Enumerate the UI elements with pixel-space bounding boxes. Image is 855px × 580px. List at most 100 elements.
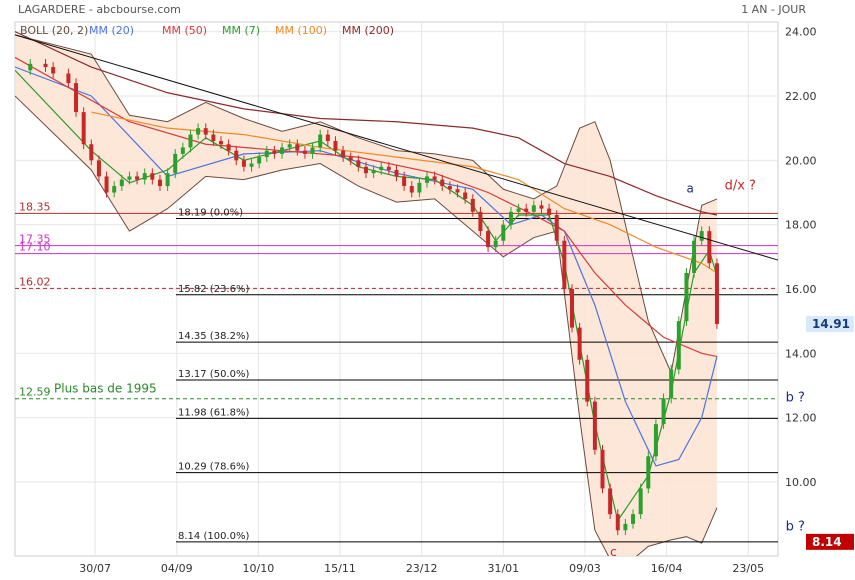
- y-tick-label: 24.00: [785, 26, 817, 39]
- annotation: a: [686, 181, 693, 195]
- y-tick-label: 14.00: [785, 347, 817, 360]
- candle: [272, 150, 277, 154]
- legend-item: MM (50): [162, 24, 207, 37]
- level-label: 12.59: [19, 386, 51, 399]
- candle: [562, 240, 567, 289]
- candle: [447, 186, 452, 190]
- candle: [165, 173, 170, 187]
- candle: [325, 134, 330, 142]
- candle: [631, 514, 636, 524]
- chart-period: 1 AN - JOUR: [741, 3, 806, 16]
- candle: [432, 176, 437, 180]
- x-tick-label: 04/09: [161, 562, 193, 575]
- series-line: [91, 111, 718, 274]
- candle: [264, 150, 269, 158]
- candle: [150, 173, 155, 180]
- candle: [653, 424, 658, 457]
- candle: [669, 369, 674, 399]
- fibonacci-levels: 18.19 (0.0%) 15.82 (23.6%) 14.35 (38.2%) 13…: [176, 208, 778, 543]
- candle: [119, 179, 124, 187]
- candle: [226, 144, 231, 151]
- y-tick-label: 18.00: [785, 219, 817, 232]
- level-label: 17.35: [19, 233, 51, 246]
- candle: [516, 208, 521, 212]
- candle: [623, 523, 628, 531]
- candle: [539, 205, 544, 209]
- candle: [257, 157, 262, 164]
- candle: [371, 169, 376, 174]
- level-label: 18.35: [19, 200, 51, 213]
- candle: [600, 449, 605, 489]
- legend-item: MM (7): [222, 24, 260, 37]
- x-tick-label: 30/07: [79, 562, 111, 575]
- candle: [356, 160, 361, 167]
- candle: [89, 144, 94, 161]
- candle: [127, 176, 132, 180]
- y-axis: 24.00 22.00 20.00 18.00 16.00 14.00 12.00 10.00: [785, 26, 817, 489]
- candle: [646, 456, 651, 489]
- candle: [585, 359, 590, 402]
- candle: [74, 83, 79, 113]
- candle: [363, 166, 368, 174]
- legend-item: MM (20): [89, 24, 134, 37]
- candle: [608, 488, 613, 515]
- candle: [417, 182, 422, 193]
- candle: [188, 134, 193, 148]
- candle: [676, 321, 681, 370]
- candle: [104, 176, 109, 193]
- candle: [493, 240, 498, 248]
- candle: [43, 63, 48, 68]
- candle: [157, 179, 162, 187]
- candle: [684, 272, 689, 322]
- candle: [661, 398, 666, 425]
- y-tick-label: 22.00: [785, 90, 817, 103]
- candle: [531, 205, 536, 212]
- candle: [699, 231, 704, 241]
- price-badge: [806, 533, 854, 550]
- candle: [409, 186, 414, 193]
- candle: [280, 147, 285, 154]
- moving-averages: [15, 31, 718, 523]
- y-tick-label: 16.00: [785, 283, 817, 296]
- candle: [142, 173, 147, 180]
- level-label: 16.02: [19, 275, 51, 288]
- price-badge-label: 8.14: [812, 535, 842, 549]
- candle: [66, 73, 71, 84]
- candle: [341, 150, 346, 158]
- trend-line: [14, 34, 779, 261]
- candle: [211, 134, 216, 142]
- candle: [554, 215, 559, 241]
- candle: [241, 160, 246, 167]
- candle: [486, 231, 491, 248]
- candle: [638, 488, 643, 515]
- candle: [249, 163, 254, 167]
- fib-label: 8.14 (100.0%): [178, 531, 249, 542]
- series-line: [15, 31, 718, 216]
- price-badge-label: 14.91: [812, 317, 850, 331]
- candle: [196, 128, 201, 135]
- x-tick-label: 15/11: [324, 562, 356, 575]
- y-tick-label: 12.00: [785, 412, 817, 425]
- fib-label: 14.35 (38.2%): [178, 331, 249, 342]
- candle: [379, 166, 384, 170]
- candle: [394, 169, 399, 177]
- candle: [348, 157, 353, 161]
- candle: [615, 514, 620, 531]
- candles: [28, 58, 719, 536]
- legend-item: MM (100): [275, 24, 327, 37]
- candle: [219, 141, 224, 145]
- candle: [234, 150, 239, 161]
- x-tick-label: 10/10: [243, 562, 275, 575]
- candle: [386, 166, 391, 170]
- candle: [112, 186, 117, 193]
- candle: [547, 208, 552, 216]
- candle: [333, 141, 338, 151]
- annotations: a d/x ? b ? b ? c: [610, 178, 805, 559]
- y-tick-label: 20.00: [785, 154, 817, 167]
- legend-item: MM (200): [342, 24, 394, 37]
- trendline: [14, 34, 779, 261]
- candle: [592, 401, 597, 450]
- bollinger-fill: [15, 34, 717, 556]
